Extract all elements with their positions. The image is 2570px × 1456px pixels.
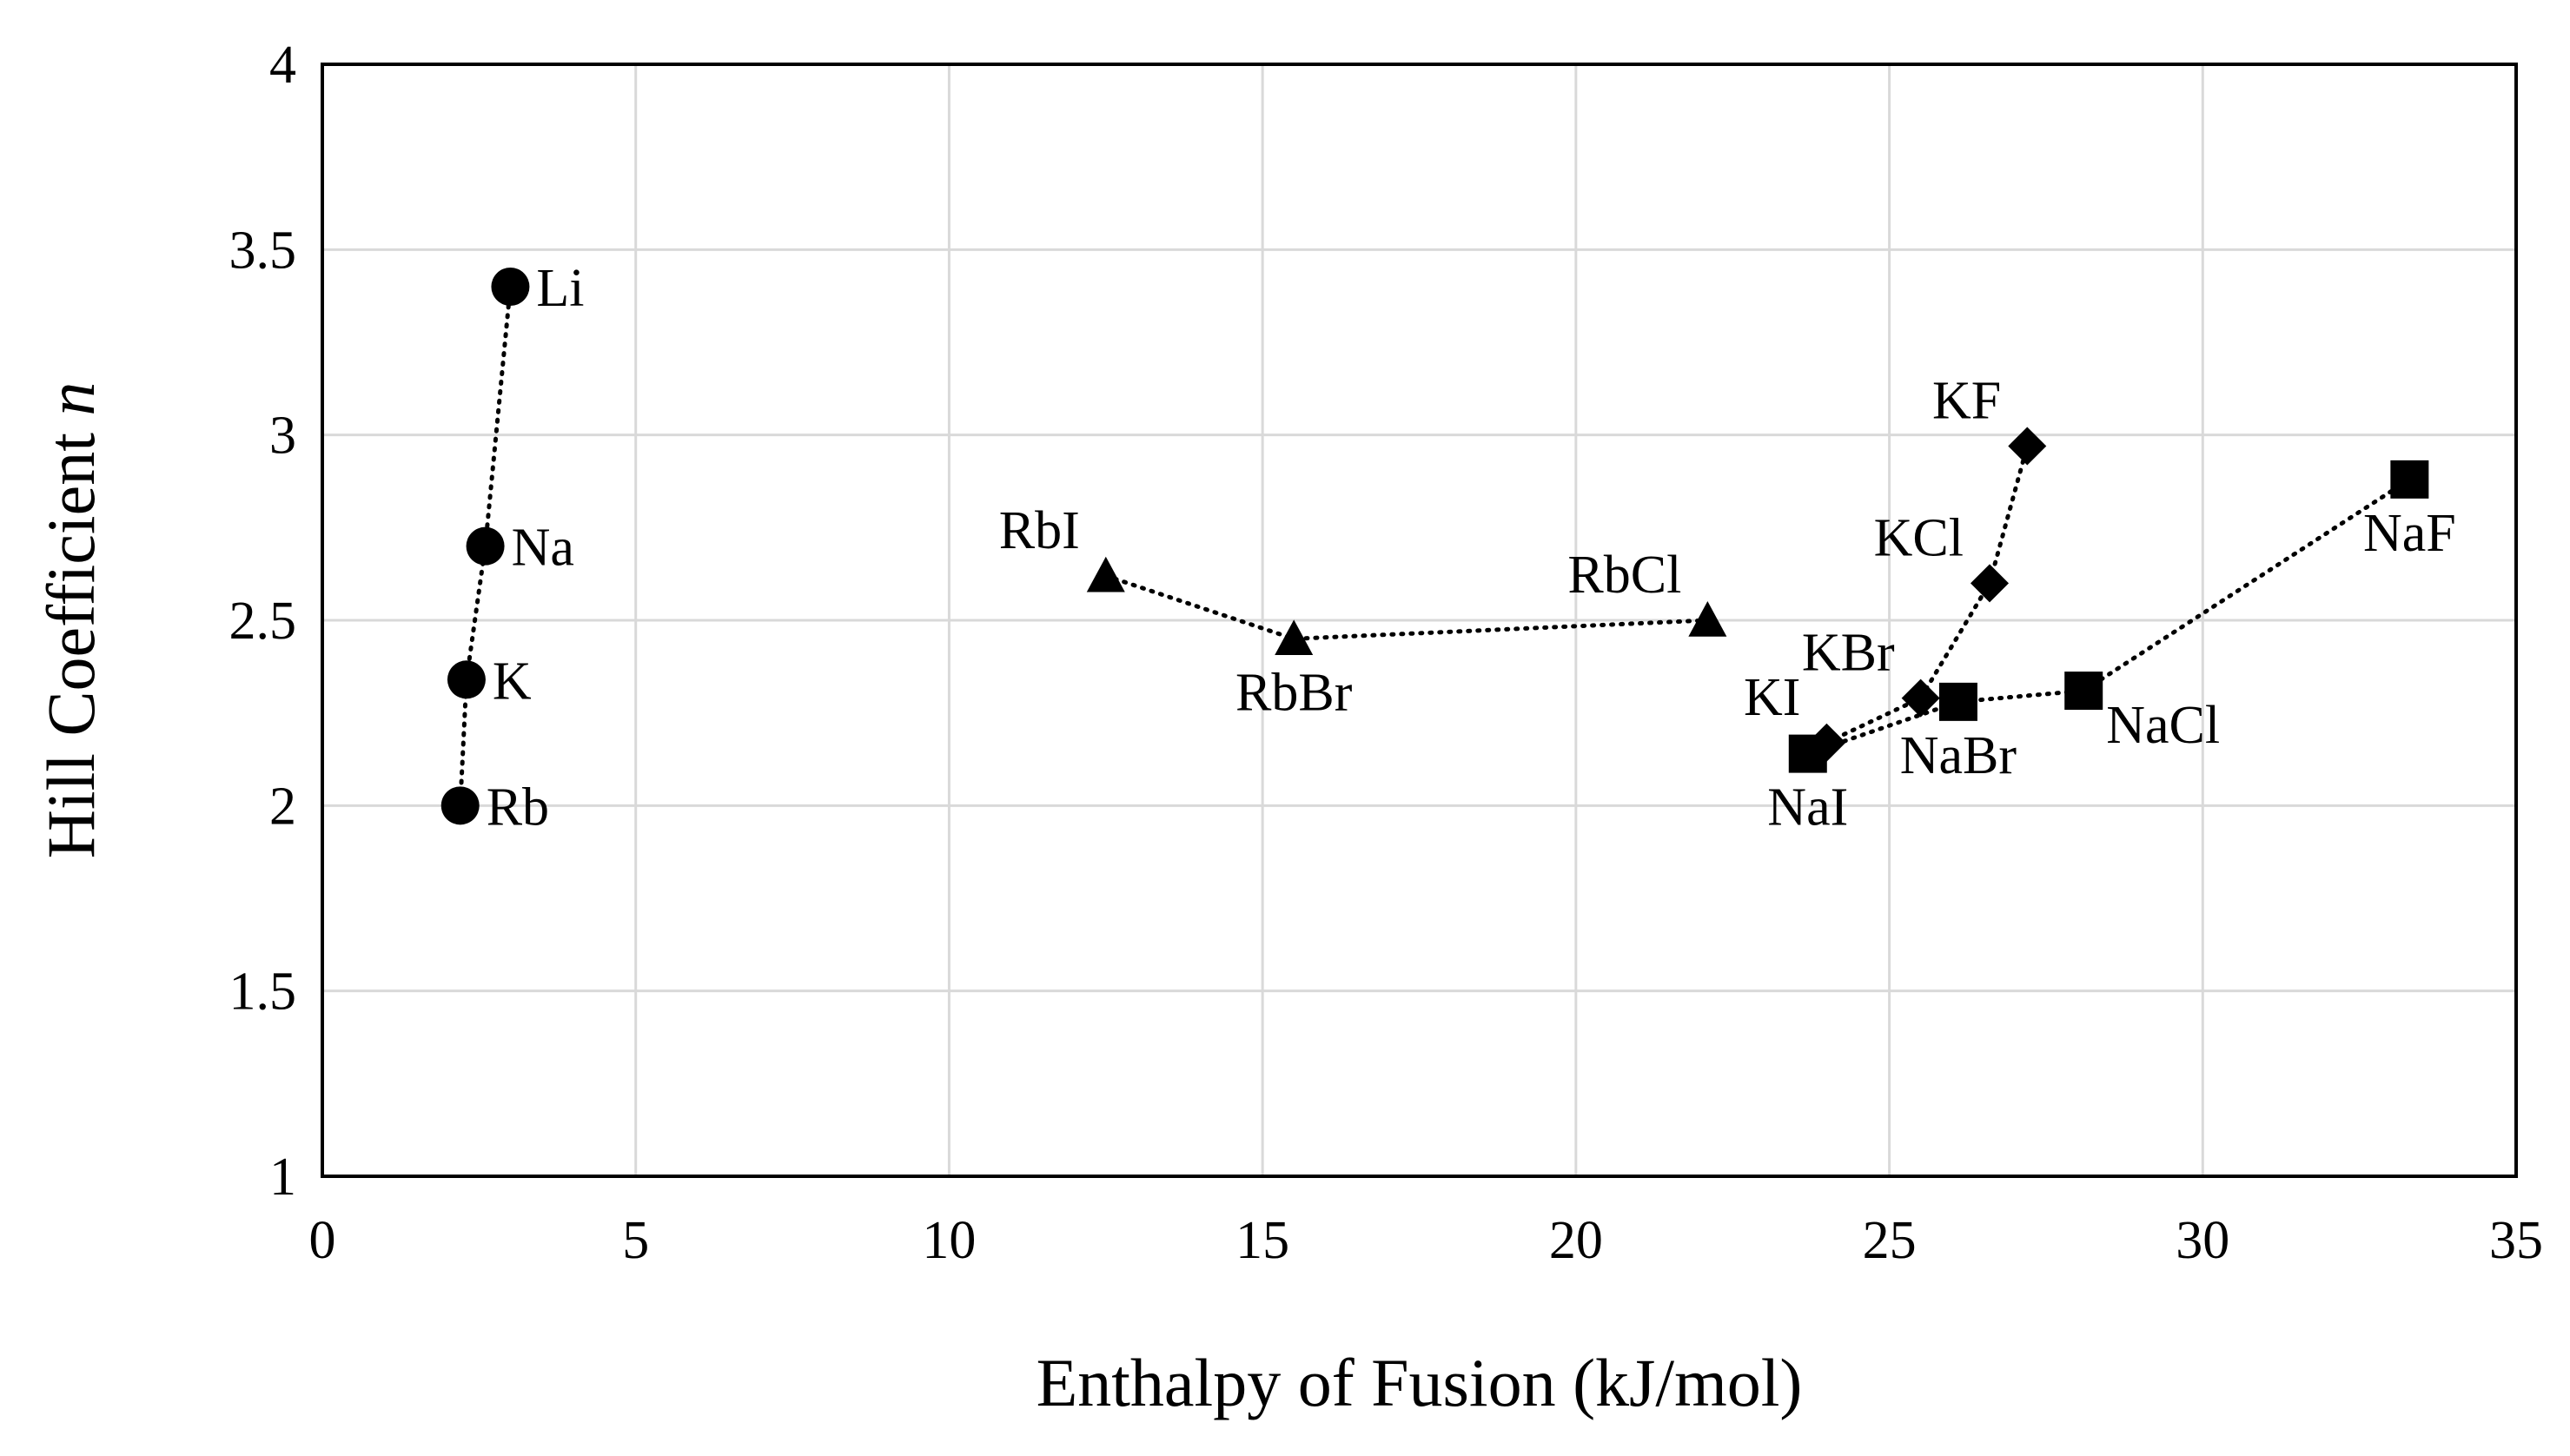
- y-axis-title-main: Hill Coefficient: [33, 416, 109, 859]
- point-label-nabr: NaBr: [1900, 726, 2017, 785]
- series-line: [1103, 573, 1710, 641]
- point-label-nacl: NaCl: [2106, 696, 2220, 755]
- series-line: [1824, 443, 2030, 745]
- x-tick-label: 15: [1235, 1211, 1289, 1270]
- x-tick-label: 35: [2489, 1211, 2543, 1270]
- y-axis-title: Hill Coefficient n: [33, 382, 109, 859]
- x-axis-title: Enthalpy of Fusion (kJ/mol): [1037, 1345, 1803, 1420]
- x-tick-label: 5: [622, 1211, 649, 1270]
- series-line: [458, 284, 513, 808]
- point-label-nai: NaI: [1767, 778, 1848, 837]
- y-tick-label: 4: [269, 36, 296, 95]
- marker-kf: [2008, 427, 2047, 466]
- marker-kcl: [1971, 564, 2009, 603]
- y-tick-label: 3: [269, 407, 296, 466]
- point-label-li: Li: [536, 259, 584, 318]
- marker-kbr: [1901, 678, 1940, 718]
- point-label-kbr: KBr: [1802, 624, 1895, 683]
- x-tick-label: 0: [309, 1211, 336, 1270]
- marker-nai: [1788, 734, 1827, 773]
- point-label-naf: NaF: [2363, 504, 2456, 563]
- data-markers: [440, 268, 2429, 825]
- x-tick-label: 25: [1863, 1211, 1917, 1270]
- x-tick-label: 10: [922, 1211, 976, 1270]
- point-label-rbbr: RbBr: [1235, 663, 1353, 722]
- point-label-na: Na: [512, 519, 574, 578]
- point-label-kf: KF: [1932, 371, 2001, 430]
- marker-nacl: [2064, 672, 2103, 711]
- point-label-ki: KI: [1744, 668, 1800, 727]
- marker-nabr: [1938, 682, 1977, 721]
- y-tick-label: 2: [269, 777, 296, 836]
- marker-rbcl: [1688, 601, 1727, 637]
- point-label-kcl: KCl: [1874, 508, 1964, 567]
- point-label-rbi: RbI: [999, 501, 1080, 560]
- axis-tick-labels: 0 5 10 15 20 25 30 35 1 1.5 2 2.5 3 3.5 4: [229, 36, 2544, 1270]
- marker-rb: [440, 786, 480, 825]
- marker-k: [447, 660, 486, 699]
- point-label-rbcl: RbCl: [1567, 546, 1681, 605]
- point-label-rb: Rb: [487, 778, 549, 837]
- marker-rbi: [1086, 556, 1125, 592]
- marker-naf: [2390, 460, 2429, 499]
- y-tick-label: 1: [269, 1148, 296, 1207]
- series-lines: [458, 284, 2412, 808]
- y-tick-label: 2.5: [229, 592, 297, 651]
- series-line: [1805, 477, 2412, 757]
- x-tick-label: 30: [2176, 1211, 2229, 1270]
- y-tick-label: 3.5: [229, 221, 297, 280]
- x-tick-label: 20: [1549, 1211, 1603, 1270]
- y-tick-label: 1.5: [229, 963, 297, 1022]
- plot-area-frame: [321, 63, 2518, 1178]
- marker-li: [491, 268, 530, 306]
- gridlines: [322, 64, 2516, 1176]
- marker-rbbr: [1275, 619, 1314, 656]
- point-label-k: K: [493, 652, 532, 711]
- marker-na: [466, 526, 505, 566]
- y-axis-title-italic: n: [33, 382, 109, 416]
